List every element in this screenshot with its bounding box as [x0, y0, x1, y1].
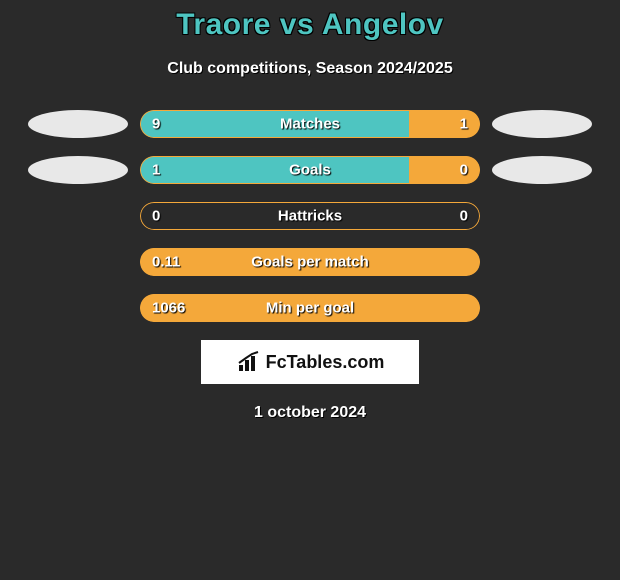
date-label: 1 october 2024	[0, 404, 620, 422]
stat-bar: 1066 Min per goal	[140, 294, 480, 322]
stat-value-right: 0	[460, 208, 468, 225]
stat-label: Hattricks	[278, 208, 342, 225]
stat-row: 1 0 Goals	[0, 156, 620, 184]
stat-bar: 9 1 Matches	[140, 110, 480, 138]
stat-row: 1066 Min per goal	[0, 294, 620, 322]
ellipse-spacer	[28, 294, 128, 322]
stat-row: 9 1 Matches	[0, 110, 620, 138]
stat-bar: 0 0 Hattricks	[140, 202, 480, 230]
stat-value-right: 1	[460, 116, 468, 133]
logo-text: FcTables.com	[266, 352, 385, 373]
stat-value-right: 0	[460, 162, 468, 179]
stat-value-left: 1	[152, 162, 160, 179]
stat-value-left: 0.11	[152, 254, 180, 271]
stat-bar: 1 0 Goals	[140, 156, 480, 184]
bar-fill-right	[409, 156, 480, 184]
stat-label: Matches	[280, 116, 340, 133]
player-right-ellipse	[492, 156, 592, 184]
subtitle: Club competitions, Season 2024/2025	[0, 60, 620, 78]
stat-label: Min per goal	[266, 300, 354, 317]
stat-row: 0.11 Goals per match	[0, 248, 620, 276]
ellipse-spacer	[28, 202, 128, 230]
player-left-ellipse	[28, 110, 128, 138]
stat-label: Goals per match	[251, 254, 369, 271]
bar-fill-left	[140, 156, 409, 184]
stat-label: Goals	[289, 162, 331, 179]
stat-value-left: 9	[152, 116, 160, 133]
ellipse-spacer	[492, 202, 592, 230]
stat-value-left: 0	[152, 208, 160, 225]
stat-row: 0 0 Hattricks	[0, 202, 620, 230]
ellipse-spacer	[28, 248, 128, 276]
bars-icon	[236, 351, 262, 373]
bar-fill-left	[140, 110, 409, 138]
player-right-ellipse	[492, 110, 592, 138]
stat-rows: 9 1 Matches 1 0 Goals 0 0 Hattricks 0.11 Goals per…	[0, 110, 620, 322]
bar-fill-right	[409, 110, 480, 138]
comparison-infographic: Traore vs Angelov Club competitions, Sea…	[0, 0, 620, 422]
ellipse-spacer	[492, 248, 592, 276]
logo-box: FcTables.com	[201, 340, 419, 384]
player-left-ellipse	[28, 156, 128, 184]
stat-value-left: 1066	[152, 300, 185, 317]
stat-bar: 0.11 Goals per match	[140, 248, 480, 276]
page-title: Traore vs Angelov	[0, 8, 620, 42]
logo: FcTables.com	[236, 351, 385, 373]
ellipse-spacer	[492, 294, 592, 322]
